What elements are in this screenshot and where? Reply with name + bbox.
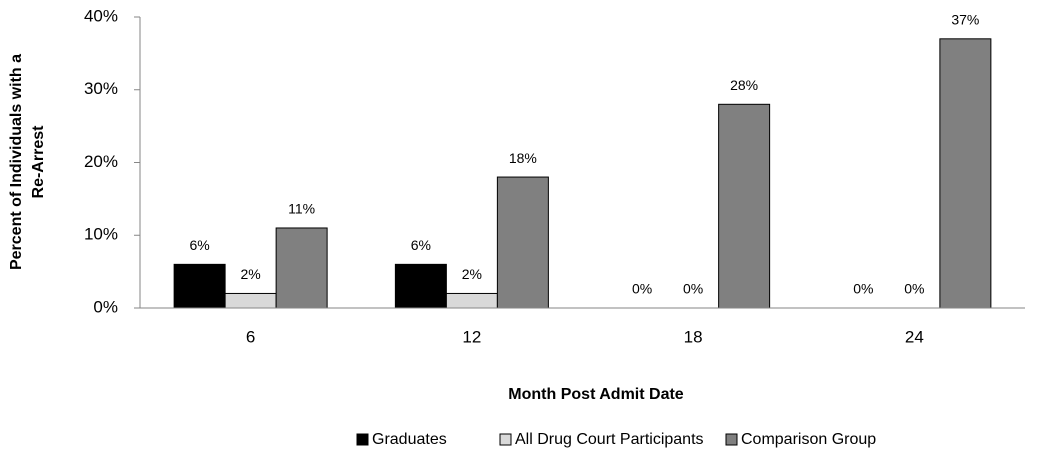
data-label: 6%	[411, 237, 431, 253]
bar	[496, 176, 549, 309]
data-label: 18%	[509, 150, 537, 166]
y-tick-label: 10%	[84, 225, 118, 244]
data-label: 0%	[683, 281, 703, 297]
bar	[224, 292, 277, 309]
data-label: 2%	[462, 266, 482, 282]
legend-swatch	[725, 433, 738, 446]
bar	[173, 263, 226, 309]
y-tick-label: 0%	[93, 297, 118, 316]
y-tick-label: 20%	[84, 152, 118, 171]
legend-label: Graduates	[372, 431, 447, 448]
x-tick-label: 6	[246, 327, 255, 346]
data-label: 0%	[632, 281, 652, 297]
data-label: 0%	[904, 281, 924, 297]
data-label: 2%	[241, 266, 261, 282]
legend-swatch	[356, 433, 369, 446]
x-tick-label: 18	[684, 327, 703, 346]
bar	[445, 292, 498, 309]
x-tick-label: 24	[905, 327, 924, 346]
x-tick-label: 12	[462, 327, 481, 346]
legend-swatch	[499, 433, 512, 446]
bar	[394, 263, 447, 309]
y-axis-title: Re-Arrest	[30, 125, 47, 199]
bar	[718, 103, 771, 309]
x-axis-title: Month Post Admit Date	[508, 386, 684, 403]
data-label: 11%	[288, 201, 315, 217]
data-label: 37%	[951, 12, 979, 28]
legend-label: All Drug Court Participants	[515, 431, 704, 448]
legend-label: Comparison Group	[741, 431, 876, 448]
data-label: 28%	[730, 77, 758, 93]
data-label: 0%	[853, 281, 873, 297]
y-tick-label: 30%	[84, 79, 118, 98]
bar	[275, 227, 328, 309]
data-label: 6%	[190, 237, 210, 253]
bar	[939, 38, 992, 309]
y-tick-label: 40%	[84, 6, 118, 25]
y-axis-title: Percent of Individuals with a	[8, 54, 25, 270]
